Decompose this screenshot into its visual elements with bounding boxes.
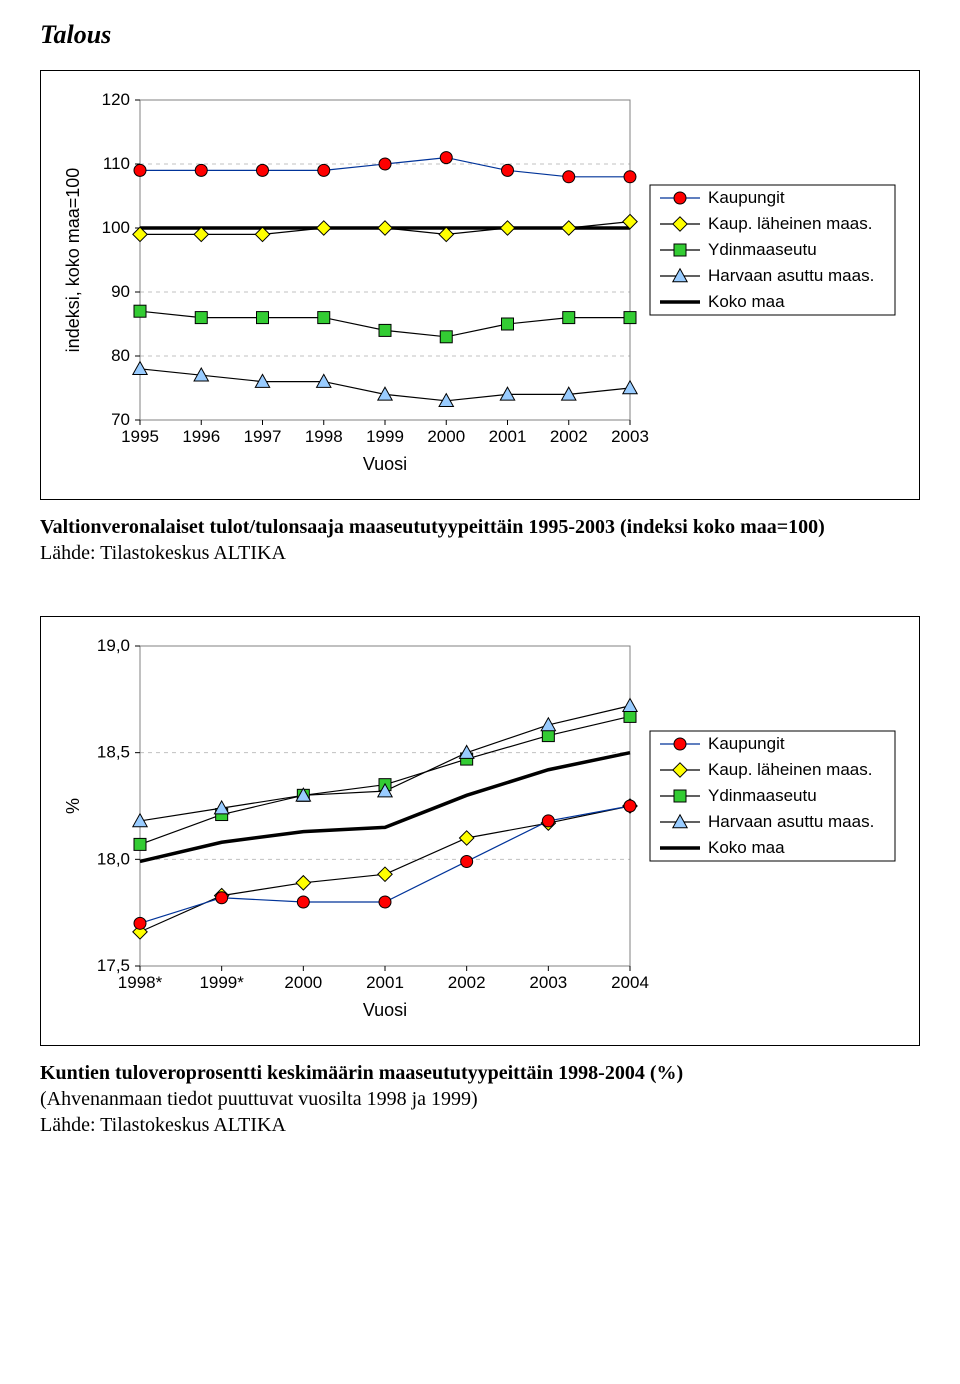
y-axis-title: %	[63, 798, 83, 814]
marker-ydin	[624, 312, 636, 324]
chart2-caption-bold: Kuntien tuloveroprosentti keskimäärin ma…	[40, 1062, 683, 1084]
chart1-container: 7080901001101201995199619971998199920002…	[40, 70, 920, 500]
marker-kaupungit	[379, 158, 391, 170]
x-tick-label: 2000	[427, 427, 465, 446]
x-tick-label: 1996	[182, 427, 220, 446]
x-tick-label: 1998*	[118, 973, 163, 992]
page: Talous 708090100110120199519961997199819…	[0, 0, 960, 1384]
x-tick-label: 2002	[550, 427, 588, 446]
marker-kaupungit	[502, 164, 514, 176]
x-tick-label: 1999*	[199, 973, 244, 992]
x-tick-label: 2000	[284, 973, 322, 992]
marker-ydin	[502, 318, 514, 330]
legend-marker-kaupungit	[674, 192, 686, 204]
marker-kaupungit	[216, 892, 228, 904]
plot-bg	[140, 100, 630, 420]
y-tick-label: 90	[111, 282, 130, 301]
x-tick-label: 1995	[121, 427, 159, 446]
marker-kaupungit	[440, 152, 452, 164]
x-tick-label: 1999	[366, 427, 404, 446]
legend-marker-ydin	[674, 244, 686, 256]
y-tick-label: 18,5	[97, 743, 130, 762]
marker-ydin	[379, 324, 391, 336]
marker-kaupungit	[461, 855, 473, 867]
x-tick-label: 2001	[366, 973, 404, 992]
y-axis-title: indeksi, koko maa=100	[63, 168, 83, 353]
marker-ydin	[542, 730, 554, 742]
chart2-caption: Kuntien tuloveroprosentti keskimäärin ma…	[40, 1060, 920, 1138]
legend-label-kaupungit: Kaupungit	[708, 188, 785, 207]
legend-label-laheinen: Kaup. läheinen maas.	[708, 760, 872, 779]
x-tick-label: 2003	[529, 973, 567, 992]
x-tick-label: 1998	[305, 427, 343, 446]
y-tick-label: 80	[111, 346, 130, 365]
legend-label-kokomaa: Koko maa	[708, 292, 785, 311]
legend-marker-ydin	[674, 790, 686, 802]
chart2-caption-note: (Ahvenanmaan tiedot puuttuvat vuosilta 1…	[40, 1088, 478, 1110]
chart1-caption-source: Lähde: Tilastokeskus ALTIKA	[40, 542, 286, 564]
legend-label-harvaan: Harvaan asuttu maas.	[708, 266, 874, 285]
legend-label-kaupungit: Kaupungit	[708, 734, 785, 753]
marker-kaupungit	[257, 164, 269, 176]
legend-marker-kaupungit	[674, 738, 686, 750]
marker-kaupungit	[624, 171, 636, 183]
plot-bg	[140, 646, 630, 966]
marker-kaupungit	[297, 896, 309, 908]
chart2-container: 17,518,018,519,01998*1999*20002001200220…	[40, 616, 920, 1046]
marker-ydin	[257, 312, 269, 324]
y-tick-label: 120	[102, 90, 130, 109]
marker-ydin	[134, 305, 146, 317]
legend-label-kokomaa: Koko maa	[708, 838, 785, 857]
page-title: Talous	[40, 20, 920, 50]
marker-kaupungit	[134, 917, 146, 929]
legend-label-ydin: Ydinmaaseutu	[708, 786, 817, 805]
marker-ydin	[195, 312, 207, 324]
chart2-caption-source: Lähde: Tilastokeskus ALTIKA	[40, 1114, 286, 1136]
marker-kaupungit	[195, 164, 207, 176]
legend-label-laheinen: Kaup. läheinen maas.	[708, 214, 872, 233]
x-tick-label: 1997	[244, 427, 282, 446]
y-tick-label: 100	[102, 218, 130, 237]
x-axis-title: Vuosi	[363, 1000, 407, 1020]
marker-kaupungit	[318, 164, 330, 176]
legend-label-ydin: Ydinmaaseutu	[708, 240, 817, 259]
chart1-svg: 7080901001101201995199619971998199920002…	[55, 85, 905, 485]
marker-ydin	[563, 312, 575, 324]
marker-kaupungit	[624, 800, 636, 812]
marker-ydin	[318, 312, 330, 324]
chart1-caption-bold: Valtionveronalaiset tulot/tulonsaaja maa…	[40, 516, 825, 538]
legend-label-harvaan: Harvaan asuttu maas.	[708, 812, 874, 831]
marker-kaupungit	[542, 815, 554, 827]
x-tick-label: 2003	[611, 427, 649, 446]
chart1-caption: Valtionveronalaiset tulot/tulonsaaja maa…	[40, 514, 920, 566]
marker-kaupungit	[379, 896, 391, 908]
marker-kaupungit	[134, 164, 146, 176]
x-tick-label: 2001	[489, 427, 527, 446]
marker-kaupungit	[563, 171, 575, 183]
chart2-svg: 17,518,018,519,01998*1999*20002001200220…	[55, 631, 905, 1031]
marker-ydin	[134, 838, 146, 850]
marker-ydin	[624, 710, 636, 722]
x-tick-label: 2004	[611, 973, 649, 992]
marker-ydin	[440, 331, 452, 343]
y-tick-label: 18,0	[97, 849, 130, 868]
y-tick-label: 19,0	[97, 636, 130, 655]
x-tick-label: 2002	[448, 973, 486, 992]
y-tick-label: 110	[103, 154, 130, 173]
x-axis-title: Vuosi	[363, 454, 407, 474]
